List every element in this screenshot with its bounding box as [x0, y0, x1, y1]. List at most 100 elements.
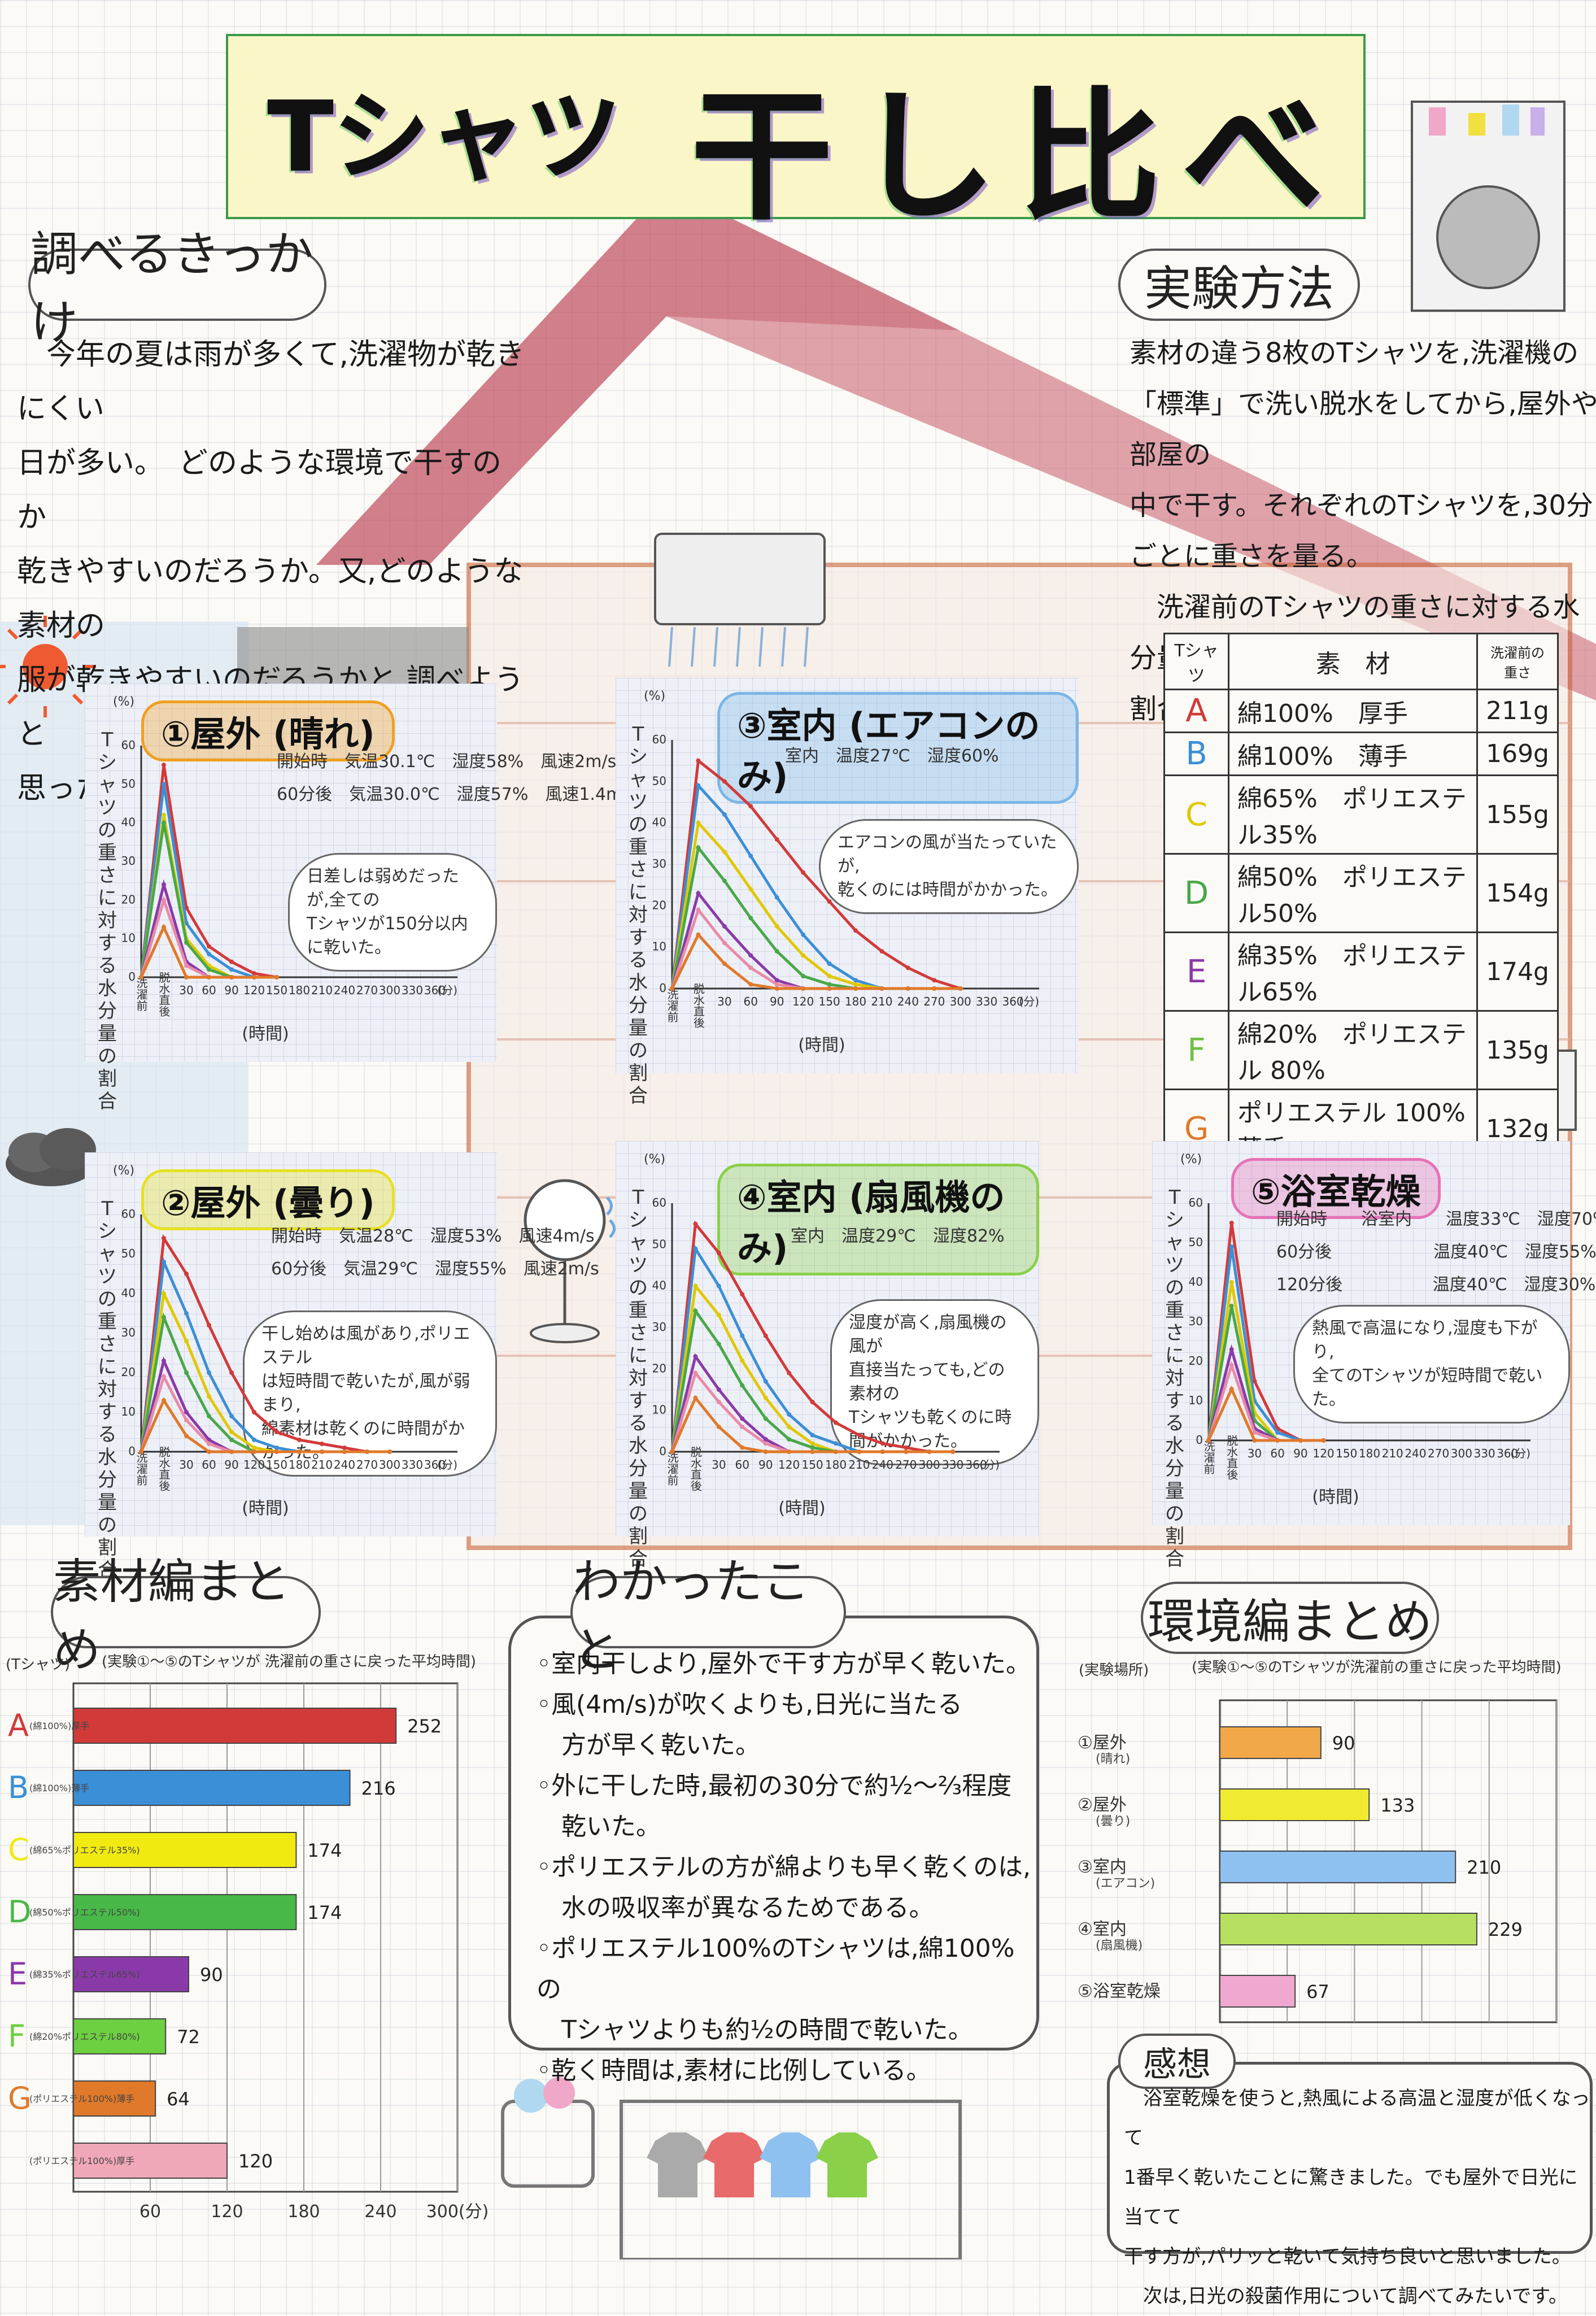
chart-note: 熱風で高温になり,湿度も下がり, 全てのTシャツが短時間で乾いた。	[1293, 1305, 1570, 1423]
data-point	[958, 986, 963, 991]
data-point	[184, 963, 189, 968]
data-point	[774, 982, 779, 987]
data-point	[693, 1221, 698, 1226]
data-point	[297, 1438, 302, 1442]
chart-conditions: 開始時 気温30.1℃ 湿度58% 風速2m/s 60分後 気温30.0℃ 湿度…	[277, 752, 638, 804]
weight-cell: 174g	[1476, 931, 1559, 1012]
category-sublabel: (綿50%ポリエステル50%)	[29, 1907, 140, 1918]
x-axis-label: (時間)	[798, 1035, 845, 1055]
data-point	[722, 812, 727, 817]
x-tick-label: 90	[224, 983, 238, 997]
data-point	[787, 1437, 792, 1442]
y-axis-label: Tシャツの重さに対する水分量の割合	[629, 723, 648, 1107]
data-point	[1229, 1280, 1234, 1285]
x-tick-label: 120	[1338, 2032, 1371, 2034]
data-point	[207, 1442, 211, 1446]
data-point	[162, 782, 166, 787]
bar	[73, 2080, 156, 2117]
tshirt-id: E	[1163, 931, 1230, 1012]
tshirt-id: F	[1163, 1010, 1230, 1090]
data-point	[1321, 1438, 1326, 1443]
data-point	[748, 953, 753, 958]
x-tick-label: 330	[1473, 1447, 1495, 1460]
chart-note: 日差しは弱めだったが,全ての Tシャツが150分以内に乾いた。	[288, 853, 497, 972]
chart-indoor-fan: ④室内 (扇風機のみ) 室内 温度29℃ 湿度82% 湿度が高く,扇風機の風が 直接…	[616, 1141, 1039, 1570]
data-point	[207, 975, 211, 979]
x-tick-label: 300	[379, 1458, 400, 1472]
table-row: C 綿65% ポリエステル35% 155g	[1163, 774, 1559, 855]
x-tick-label: 30	[179, 1458, 193, 1472]
category-sublabel: (綿100%)厚手	[29, 1721, 89, 1731]
bar-chart-title: (実験①〜⑤のTシャツが洗濯前の重さに戻った平均時間)	[1192, 1659, 1562, 1676]
laundry-basket-icon	[501, 2077, 595, 2188]
y-tick-label: 60	[121, 738, 136, 752]
chart-title: ③室内 (エアコンのみ)	[717, 692, 1079, 804]
x-tick-label: 洗濯前	[665, 989, 679, 1022]
y-axis-label: Tシャツの重さに対する水分量の割合	[98, 1198, 117, 1582]
y-tick-label: 10	[1189, 1394, 1203, 1407]
y-tick-label: 10	[121, 1405, 136, 1418]
data-point	[229, 1438, 234, 1442]
data-point	[696, 783, 701, 788]
data-point	[748, 854, 753, 859]
line-plot: 0 10 20 30 40 50 60 30 60 90 120 150 180 210 240 270 300…	[1189, 1196, 1530, 1507]
data-point	[857, 1449, 862, 1454]
data-point	[834, 1420, 838, 1425]
x-tick-label: 300	[379, 983, 400, 997]
data-point	[801, 870, 806, 875]
data-point	[827, 986, 832, 991]
series-line	[139, 1288, 390, 1453]
clothesline-icon	[620, 2100, 962, 2260]
data-point	[252, 1446, 256, 1450]
data-point	[162, 898, 166, 903]
data-point	[716, 1342, 721, 1347]
finding-item: ◦外に干した時,最初の30分で約½〜⅔程度 乾いた。	[537, 1771, 1012, 1841]
x-tick-label: 270	[895, 1458, 917, 1472]
bar	[73, 1770, 351, 1806]
finding-item: ◦ポリエステルの方が綿よりも早く乾くのは, 水の吸収率が異なるためである。	[537, 1853, 1031, 1922]
x-axis-label: (時間)	[1312, 1487, 1359, 1507]
material-cell: 綿100% 厚手	[1228, 689, 1479, 733]
x-tick-label: 180	[1359, 1447, 1380, 1460]
data-point	[716, 1283, 721, 1288]
x-tick-label: 150	[266, 983, 287, 997]
category-sublabel: (綿20%ポリエステル80%)	[29, 2031, 140, 2042]
x-tick-label: 240	[334, 1458, 355, 1472]
data-point	[184, 975, 189, 979]
data-point	[763, 1437, 768, 1442]
x-tick-label: 240	[334, 983, 355, 997]
x-tick-label: 240	[872, 1458, 893, 1472]
data-point	[184, 1272, 189, 1276]
table-row: A 綿100% 厚手 211g	[1163, 689, 1559, 733]
x-tick-label: 90	[224, 1458, 238, 1472]
x-tick-label: 150	[801, 1458, 823, 1472]
chart-title: ⑤浴室乾燥	[1231, 1158, 1441, 1219]
chart-environment-summary: (実験①〜⑤のTシャツが洗濯前の重さに戻った平均時間) (実験場所) 60 120 18…	[1073, 1649, 1596, 2034]
bar-value: 229	[1488, 1919, 1523, 1940]
data-point	[207, 952, 211, 956]
data-point	[787, 1412, 792, 1417]
category-sublabel: (綿100%)薄手	[29, 1783, 89, 1793]
y-unit: (%)	[1180, 1152, 1202, 1166]
x-tick-label: 30	[712, 1458, 726, 1472]
bar-value: 90	[200, 1964, 223, 1986]
data-point	[827, 982, 832, 987]
finding-item: ◦乾く時間は,素材に比例している。	[537, 2056, 931, 2085]
x-tick-label: 300	[919, 1458, 940, 1472]
data-point	[1275, 1438, 1280, 1443]
x-tick-label: 240	[364, 2202, 396, 2222]
data-point	[184, 1410, 189, 1414]
y-axis-label: Tシャツの重さに対する水分量の割合	[1165, 1186, 1184, 1570]
data-point	[774, 949, 779, 954]
x-tick-label: 60	[744, 995, 758, 1008]
y-tick-label: 0	[128, 1444, 136, 1458]
x-tick-label: 360	[1002, 995, 1023, 1008]
data-point	[716, 1400, 721, 1404]
data-point	[1252, 1438, 1257, 1443]
bar-plot: (実験①〜⑤のTシャツが洗濯前の重さに戻った平均時間) (実験場所) 60 120 18…	[1078, 1659, 1588, 2034]
data-point	[763, 1333, 768, 1338]
series-line	[670, 1282, 953, 1453]
data-point	[932, 986, 937, 991]
data-point	[763, 1395, 768, 1400]
bar	[1219, 1913, 1477, 1945]
